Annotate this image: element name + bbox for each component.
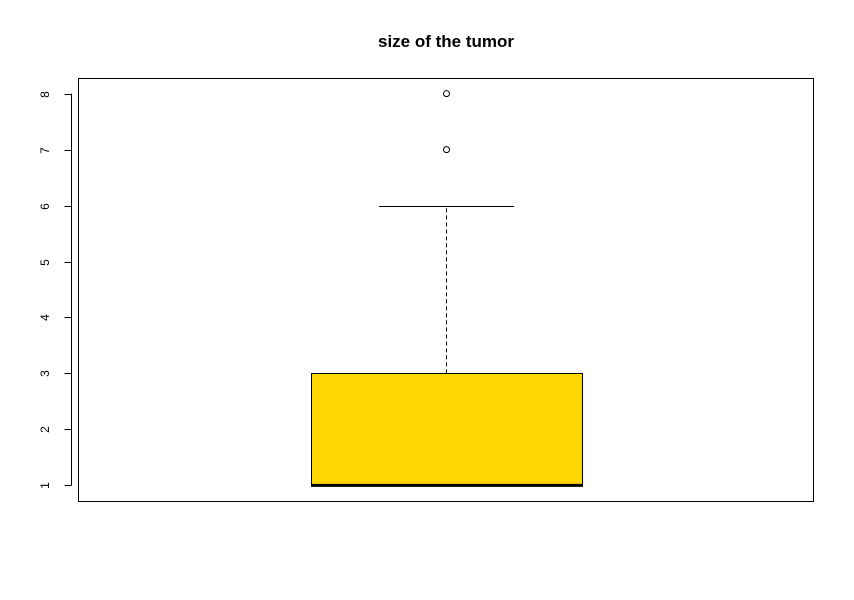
y-tick-label: 3 [38, 370, 52, 377]
y-tick-label: 7 [38, 147, 52, 154]
y-tick-label: 1 [38, 482, 52, 489]
y-tick-label: 2 [38, 426, 52, 433]
y-tick-label: 8 [38, 91, 52, 98]
y-tick-label: 6 [38, 203, 52, 210]
boxplot [311, 90, 583, 487]
box-iqr [311, 373, 583, 486]
y-tick-label: 4 [38, 314, 52, 321]
y-axis: 1 2 3 4 5 6 7 8 [38, 91, 72, 489]
outlier-point [443, 146, 450, 154]
plot-area-frame [78, 78, 814, 502]
outlier-point [443, 90, 450, 98]
chart-title: size of the tumor [378, 32, 514, 51]
y-tick-label: 5 [38, 259, 52, 266]
